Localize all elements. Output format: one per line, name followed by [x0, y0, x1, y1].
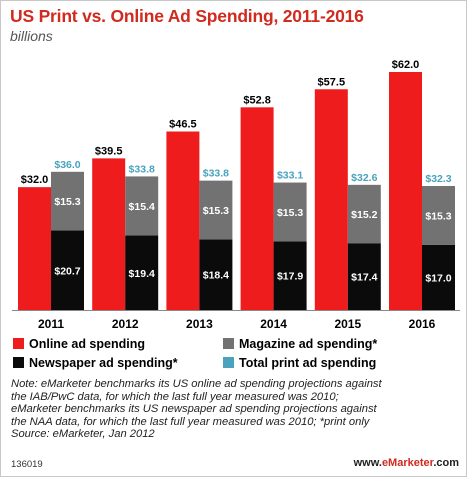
data-label-total-print: $36.0	[54, 159, 80, 171]
bar-online	[240, 107, 274, 310]
data-label-online: $46.5	[169, 119, 197, 131]
note-line: the NAA data, for which the last full ye…	[11, 415, 370, 428]
chart-id: 136019	[11, 459, 43, 470]
x-tick-label: 2012	[112, 317, 139, 331]
bar-online	[314, 89, 348, 310]
data-label-newspaper: $20.7	[54, 265, 80, 277]
data-label-magazine: $15.3	[54, 196, 80, 208]
data-label-newspaper: $18.4	[203, 270, 229, 282]
legend-label-online: Online ad spending	[29, 337, 145, 351]
legend-item-online: Online ad spending	[13, 337, 145, 351]
note-line: the IAB/PwC data, for which the last ful…	[11, 390, 339, 403]
bar-online	[166, 131, 200, 310]
bar-magazine	[347, 184, 381, 244]
bar-newspaper	[347, 243, 381, 310]
note-line: eMarketer benchmarks its US newspaper ad…	[11, 403, 377, 416]
data-label-online: $52.8	[243, 94, 271, 106]
data-label-total-print: $33.8	[203, 168, 229, 180]
data-label-magazine: $15.3	[425, 210, 451, 222]
data-label-online: $32.0	[21, 174, 49, 186]
brand-main: eMarketer	[381, 457, 434, 469]
data-label-newspaper: $17.4	[351, 272, 377, 284]
x-tick-label: 2014	[260, 317, 287, 331]
data-label-newspaper: $17.0	[425, 272, 451, 284]
legend-item-total-print: Total print ad spending	[223, 356, 376, 370]
note-line: Note: eMarketer benchmarks its US online…	[11, 378, 382, 390]
brand-prefix: www.	[353, 457, 382, 469]
data-label-total-print: $32.6	[351, 172, 377, 184]
x-tick-label: 2016	[409, 317, 436, 331]
bar-online	[92, 158, 126, 310]
data-label-online: $57.5	[318, 76, 346, 88]
legend-swatch-magazine	[223, 338, 234, 349]
data-label-total-print: $32.3	[425, 173, 451, 185]
bar-newspaper	[199, 239, 233, 310]
data-label-newspaper: $17.9	[277, 271, 303, 283]
data-label-newspaper: $19.4	[129, 268, 155, 280]
chart-note: Note: eMarketer benchmarks its US online…	[11, 378, 461, 441]
data-label-magazine: $15.4	[129, 201, 155, 213]
data-label-total-print: $33.8	[129, 163, 155, 175]
bar-magazine	[51, 171, 84, 231]
x-tick-label: 2011	[38, 317, 64, 331]
legend-swatch-newspaper	[13, 357, 24, 368]
chart-subtitle: billions	[10, 28, 53, 44]
bar-magazine	[199, 180, 233, 240]
x-tick-label: 2013	[186, 317, 213, 331]
bar-magazine	[125, 176, 159, 236]
data-label-magazine: $15.2	[351, 209, 377, 221]
bar-chart: $32.0 $20.7 $15.3 $36.0 2011 $39.5 $19.4 $15.4 $…	[12, 59, 460, 331]
bar-newspaper	[125, 235, 159, 310]
legend-swatch-total-print	[223, 357, 234, 368]
x-tick-label: 2015	[334, 317, 361, 331]
legend-item-magazine: Magazine ad spending*	[223, 337, 377, 351]
bar-newspaper	[422, 244, 455, 310]
brand-suffix: .com	[433, 457, 459, 469]
chart-title: US Print vs. Online Ad Spending, 2011-20…	[10, 6, 364, 26]
data-label-online: $62.0	[392, 59, 420, 71]
data-label-magazine: $15.3	[277, 207, 303, 219]
bar-magazine	[273, 182, 307, 242]
bar-magazine	[422, 186, 455, 245]
bar-online	[18, 187, 51, 310]
legend-label-total-print: Total print ad spending	[239, 356, 377, 370]
bar-newspaper	[273, 241, 307, 310]
data-label-magazine: $15.3	[203, 205, 229, 217]
legend-label-newspaper: Newspaper ad spending*	[29, 356, 178, 370]
brand-link[interactable]: www.eMarketer.com	[354, 457, 459, 469]
note-source: Source: eMarketer, Jan 2012	[11, 428, 155, 441]
bar-online	[389, 72, 422, 310]
legend-swatch-online	[13, 338, 24, 349]
bar-newspaper	[51, 230, 84, 310]
data-label-online: $39.5	[95, 145, 123, 157]
legend-label-magazine: Magazine ad spending*	[239, 337, 378, 351]
data-label-total-print: $33.1	[277, 170, 303, 182]
legend-item-newspaper: Newspaper ad spending*	[13, 356, 178, 370]
